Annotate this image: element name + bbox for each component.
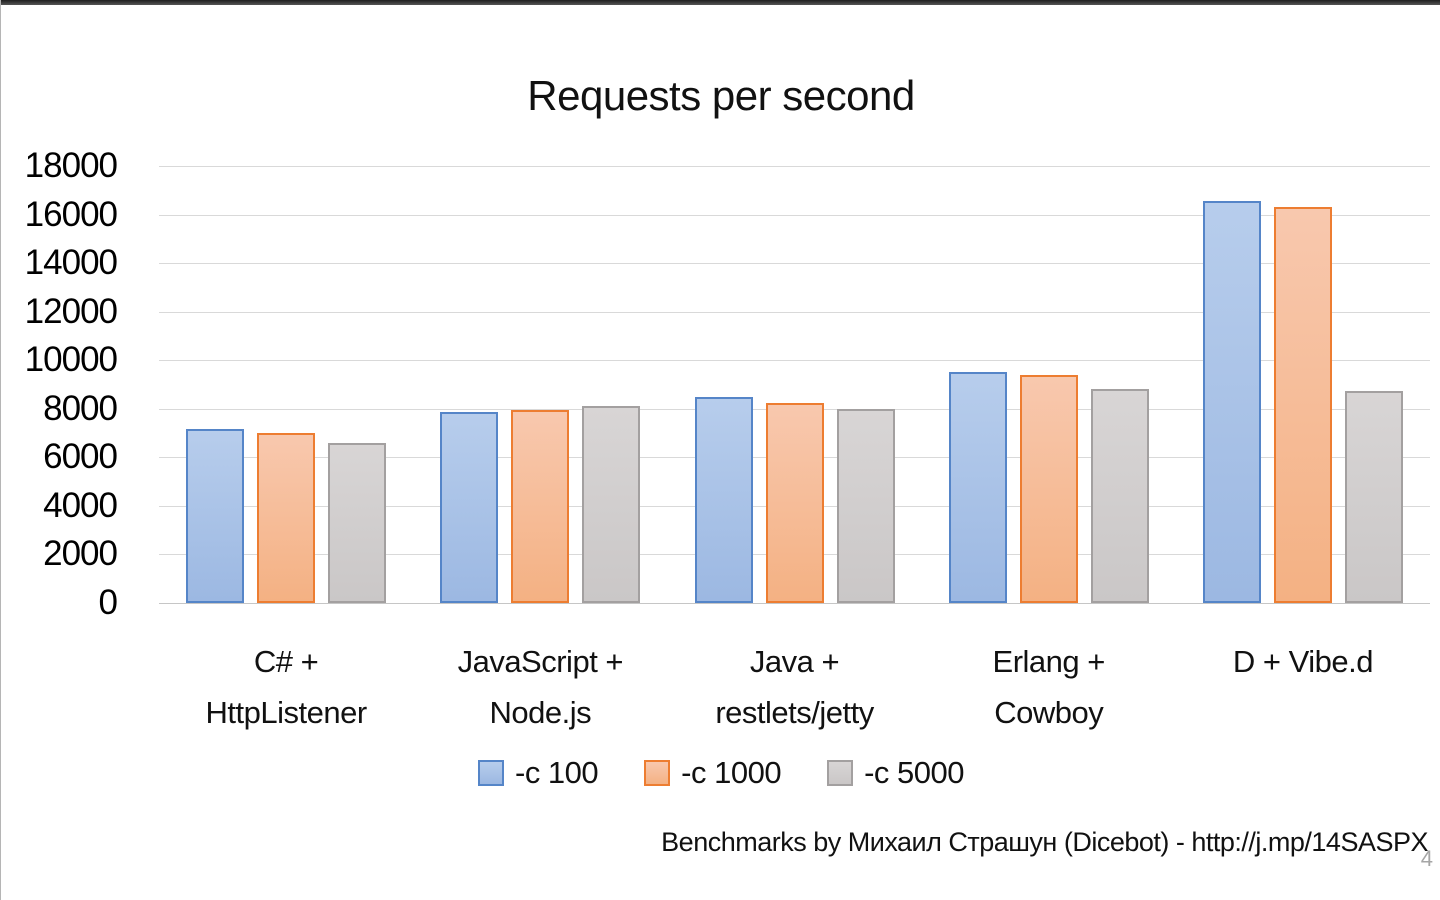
bar-group [1176,166,1430,603]
y-tick-label: 16000 [24,194,118,234]
bar [765,402,824,603]
x-axis: C# + HttpListener JavaScript + Node.js Jav… [159,636,1430,738]
x-category-label: C# + HttpListener [205,644,368,730]
bar [186,429,245,603]
legend-item: -c 100 [478,755,599,791]
bar [257,433,316,603]
bar [1019,374,1078,603]
gridline-14000 [159,263,1430,265]
bar [1090,389,1149,603]
chart-title: Requests per second [527,72,915,119]
bar-groups [159,166,1430,603]
x-category-label: Java + restlets/jetty [715,644,874,730]
y-tick-label: 0 [98,583,118,622]
bar [1202,201,1261,603]
legend: -c 100 -c 1000 -c 5000 [1,755,1440,791]
plot-area [159,166,1430,604]
legend-swatch [478,760,504,786]
bar [328,442,387,603]
x-category-label: JavaScript + Node.js [457,644,624,730]
legend-item: -c 1000 [644,755,782,791]
bar [440,412,499,603]
bar [948,372,1007,603]
bar [511,410,570,603]
bar [694,396,753,603]
bar [582,406,641,603]
y-tick-label: 2000 [43,534,118,574]
gridline-10000 [159,360,1430,362]
bar-group [159,166,413,603]
bar-group [667,166,921,603]
gridline-16000 [159,214,1430,216]
bar-group [922,166,1176,603]
legend-swatch [644,760,671,786]
bar [836,408,895,603]
y-tick-label: 10000 [24,340,118,380]
y-axis: 18000 16000 14000 12000 10000 8000 6000 4000 200… [1,146,121,622]
legend-swatch [827,760,854,786]
gridline-0 [159,603,1430,604]
y-tick-label: 18000 [24,146,118,185]
legend-label: -c 1000 [681,755,782,790]
bar [1273,207,1332,603]
x-category-label: Erlang + Cowboy [992,644,1106,730]
legend-label: -c 100 [515,755,599,790]
y-tick-label: 14000 [24,243,118,283]
window-top-edge [1,0,1440,5]
slide-number: 4 [1420,846,1433,871]
y-tick-label: 8000 [43,388,118,428]
gridline-18000 [159,166,1430,167]
legend-label: -c 5000 [864,755,964,790]
y-tick-label: 6000 [43,437,118,477]
y-tick-label: 12000 [24,291,118,331]
bar-group [413,166,667,603]
x-category-label: D + Vibe.d [1232,644,1374,679]
footer-credit: Benchmarks by Михаил Страшун (Dicebot) -… [661,827,1428,857]
gridline-12000 [159,311,1430,313]
legend-item: -c 5000 [827,755,964,791]
bar [1344,390,1403,603]
y-tick-label: 4000 [43,485,118,525]
